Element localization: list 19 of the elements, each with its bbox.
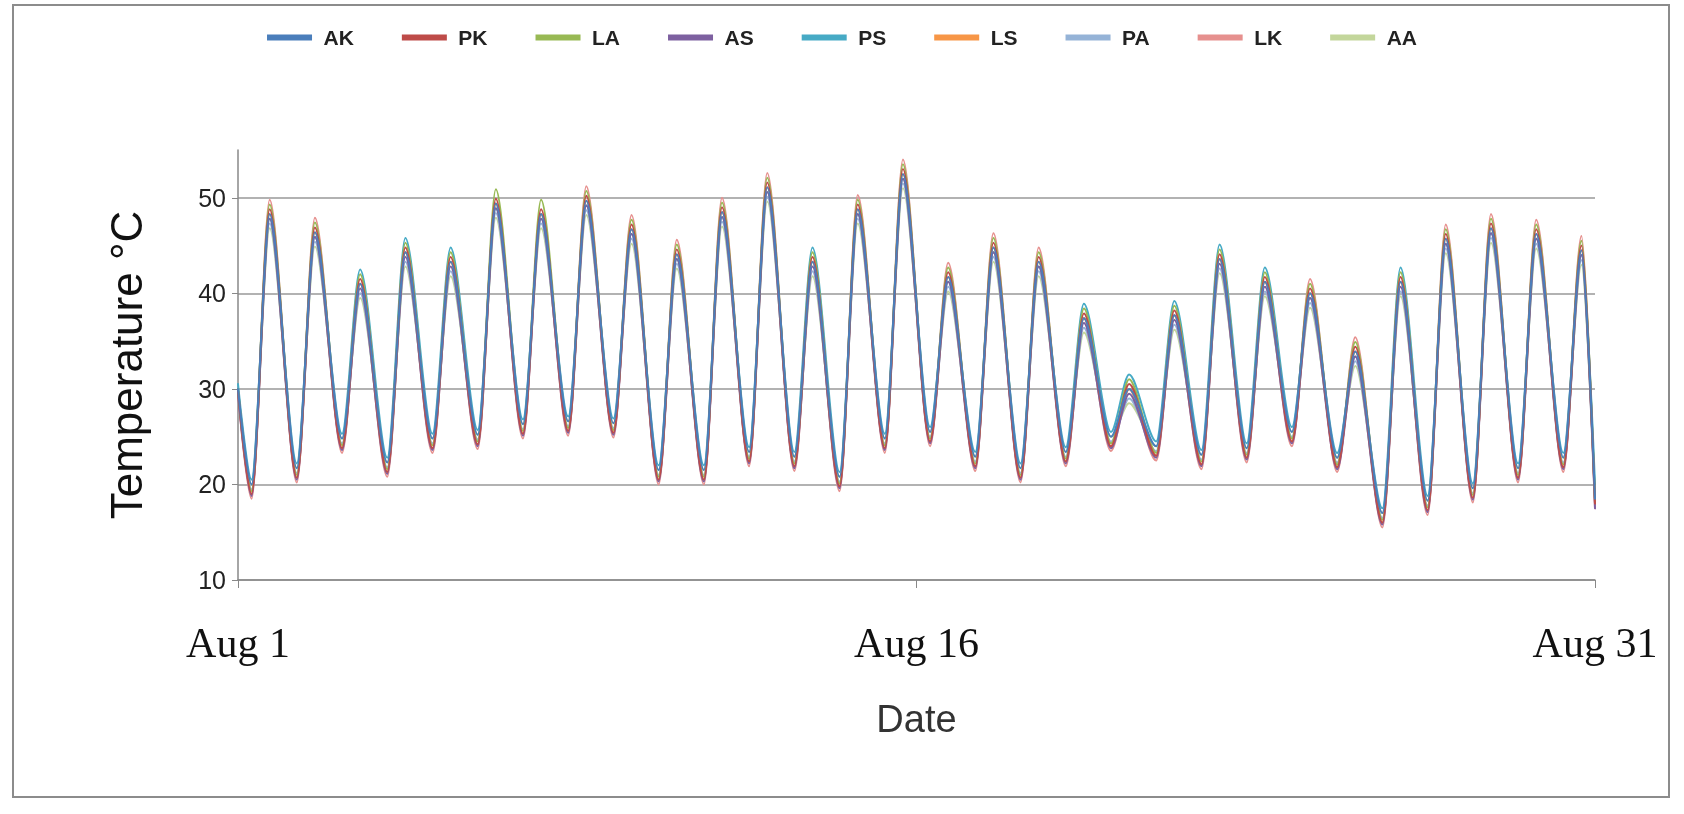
legend-label: PK [458,26,488,49]
y-tick-label: 50 [198,183,226,212]
legend-label: AA [1386,26,1417,49]
legend-label: AK [323,26,354,49]
legend-label: LK [1254,26,1283,49]
y-axis-title: Temperature °C [101,210,151,520]
legend-label: AS [724,26,754,49]
x-tick-label: Aug 1 [186,620,290,666]
legend-label: PS [858,26,887,49]
x-tick-label: Aug 31 [1532,620,1658,666]
y-tick-label: 20 [198,470,226,499]
y-tick-label: 40 [198,279,226,308]
legend-label: LS [990,26,1018,49]
legend-label: LA [592,26,621,49]
x-axis-title: Date [876,698,957,740]
legend-label: PA [1122,26,1150,49]
y-tick-label: 30 [198,374,226,403]
x-tick-label: Aug 16 [854,620,979,666]
y-tick-label: 10 [198,566,226,594]
